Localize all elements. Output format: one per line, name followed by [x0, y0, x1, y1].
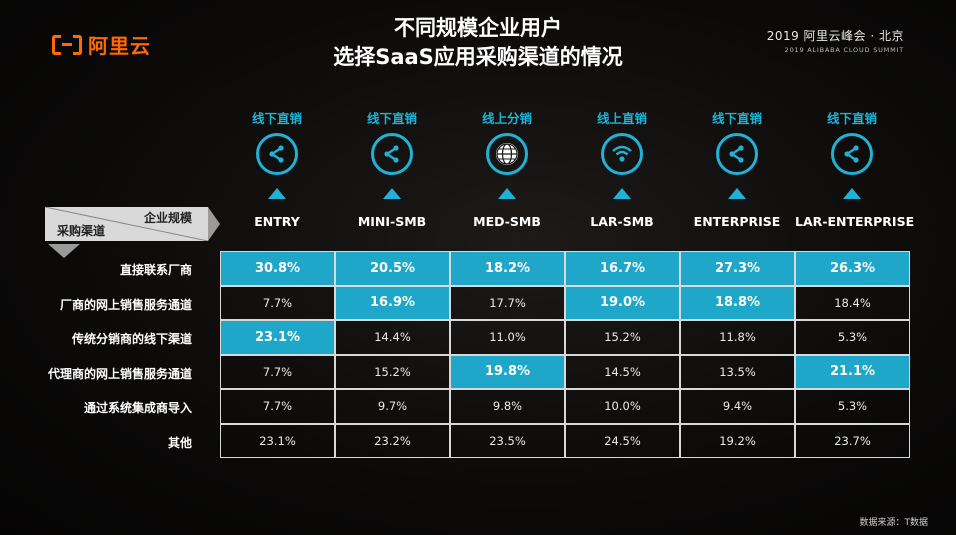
share-icon — [716, 133, 758, 175]
table-cell: 19.8% — [450, 354, 565, 389]
corner-header-shape — [44, 206, 220, 242]
table-cell: 13.5% — [680, 354, 795, 389]
table-cell: 15.2% — [565, 320, 680, 355]
segment-label: ENTERPRISE — [693, 214, 781, 229]
table-cell: 7.7% — [220, 354, 335, 389]
segment-label: LAR-ENTERPRISE — [795, 214, 915, 229]
table-cell: 23.5% — [450, 423, 565, 458]
table-cell: 23.2% — [335, 423, 450, 458]
table-cell: 5.3% — [795, 320, 910, 355]
channel-label: 线下直销 — [711, 111, 762, 126]
channel-label: 线上分销 — [481, 111, 532, 126]
pointer-triangle-icon — [498, 188, 516, 199]
table-cell: 16.9% — [335, 285, 450, 320]
table-cell: 5.3% — [795, 389, 910, 424]
table-cell: 14.4% — [335, 320, 450, 355]
table-cell: 17.7% — [450, 285, 565, 320]
table-cell: 11.8% — [680, 320, 795, 355]
table-cell: 16.7% — [565, 251, 680, 286]
row-label: 通过系统集成商导入 — [83, 401, 192, 415]
globe-icon — [486, 133, 528, 175]
segment-label: MINI-SMB — [357, 214, 427, 229]
table-cell: 18.4% — [795, 285, 910, 320]
row-label: 代理商的网上销售服务通道 — [47, 366, 192, 381]
pointer-triangle-icon — [383, 188, 401, 199]
column-header: 线下直销 LAR-ENTERPRISE — [795, 110, 915, 231]
alibaba-cloud-logo: 阿里云 — [52, 30, 151, 59]
table-cell: 23.7% — [795, 423, 910, 458]
table-cell: 26.3% — [795, 251, 910, 286]
table-cell: 9.8% — [450, 389, 565, 424]
page-title-line1: 不同规模企业用户 — [394, 16, 562, 40]
channel-label: 线下直销 — [366, 111, 417, 126]
wifi-icon — [601, 133, 643, 175]
share-icon — [256, 133, 298, 175]
table-cell: 21.1% — [795, 354, 910, 389]
table-cell: 19.0% — [565, 285, 680, 320]
segment-label: LAR-SMB — [590, 214, 654, 229]
corner-label-channel: 采购渠道 — [57, 224, 106, 238]
table-cell: 9.7% — [335, 389, 450, 424]
table-cell: 7.7% — [220, 285, 335, 320]
table-cell: 9.4% — [680, 389, 795, 424]
table-cell: 11.0% — [450, 320, 565, 355]
event-title: 2019 阿里云峰会 · 北京 — [766, 29, 904, 43]
pointer-triangle-icon — [728, 188, 746, 199]
table-cell: 10.0% — [565, 389, 680, 424]
segment-label: MED-SMB — [473, 214, 541, 229]
row-label: 其他 — [167, 435, 192, 450]
pointer-triangle-icon — [843, 188, 861, 199]
table-corner-header: 企业规模 采购渠道 — [44, 206, 220, 242]
column-header: 线下直销 MINI-SMB — [335, 110, 449, 231]
channel-label: 线下直销 — [826, 111, 877, 126]
table-cell: 27.3% — [680, 251, 795, 286]
table-cell: 19.2% — [680, 423, 795, 458]
table-cell: 20.5% — [335, 251, 450, 286]
table-cell: 7.7% — [220, 389, 335, 424]
row-label: 厂商的网上销售服务通道 — [59, 297, 192, 312]
column-header: 线下直销 ENTRY — [220, 110, 334, 231]
row-label: 传统分销商的线下渠道 — [71, 332, 192, 346]
table-cell: 30.8% — [220, 251, 335, 286]
alibaba-cloud-logo-icon — [52, 34, 82, 55]
page-title-line2: 选择SaaS应用采购渠道的情况 — [333, 45, 623, 69]
table-cell: 23.1% — [220, 320, 335, 355]
column-header: 线上分销 MED-SMB — [450, 110, 564, 231]
corner-label-segment: 企业规模 — [143, 211, 192, 225]
pointer-triangle-icon — [268, 188, 286, 199]
channel-label: 线下直销 — [251, 111, 302, 126]
table-cell: 23.1% — [220, 423, 335, 458]
logo-text: 阿里云 — [88, 34, 151, 58]
row-label: 直接联系厂商 — [119, 263, 192, 277]
table-cell: 24.5% — [565, 423, 680, 458]
row-header-arrow-icon — [48, 244, 80, 258]
segment-label: ENTRY — [254, 214, 300, 229]
event-subtitle: 2019 ALIBABA CLOUD SUMMIT — [784, 46, 904, 54]
table-cell: 18.2% — [450, 251, 565, 286]
column-header: 线下直销 ENTERPRISE — [680, 110, 794, 231]
pointer-triangle-icon — [613, 188, 631, 199]
table-cell: 14.5% — [565, 354, 680, 389]
table-cell: 15.2% — [335, 354, 450, 389]
share-icon — [831, 133, 873, 175]
share-icon — [371, 133, 413, 175]
channel-label: 线上直销 — [596, 111, 647, 126]
column-header: 线上直销 LAR-SMB — [565, 110, 679, 231]
data-source-note: 数据来源：T数据 — [859, 518, 929, 528]
table-cell: 18.8% — [680, 285, 795, 320]
event-badge: 2019 阿里云峰会 · 北京 2019 ALIBABA CLOUD SUMMI… — [767, 27, 904, 54]
